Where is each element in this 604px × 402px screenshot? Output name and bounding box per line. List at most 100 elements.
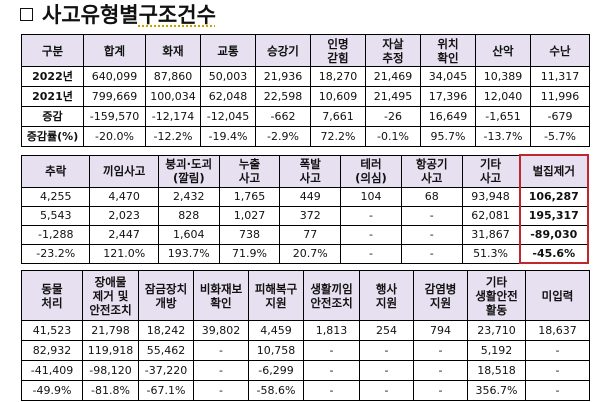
table-row: 5,543 2,023 828 1,027 372- -62,081 195,317 [20, 205, 589, 226]
column-header: 붕괴·도괴 (깔림) [157, 154, 220, 188]
table-row: 82,932 119,918 55,462-10,758- - -5,192- [21, 340, 590, 361]
table-cell: 10,758 [248, 340, 304, 361]
table-cell-highlighted: 106,287 [518, 186, 589, 207]
table-cell: - [525, 380, 590, 401]
table-cell: 20.7% [279, 243, 342, 264]
column-header: 승강기 [255, 34, 311, 67]
table-cell: -1,651 [475, 106, 531, 127]
row-label: 증감률(%) [21, 126, 84, 147]
table-cell: 254 [359, 320, 414, 341]
table-cell: -41,409 [21, 360, 83, 381]
table-cell: 799,669 [83, 86, 146, 107]
table-cell: - [193, 380, 249, 401]
table-row: 2022년 640,099 87,860 50,003 21,936 18,270 21,4… [21, 66, 590, 87]
table-cell: 356.7% [467, 380, 526, 401]
table-cell: 100,034 [145, 86, 201, 107]
table-cell: 10,389 [475, 66, 531, 87]
table-row: 4,255 4,470 2,432 1,765 449 104 68 93,948 106,28… [20, 186, 589, 207]
table-cell: 51.3% [461, 243, 521, 264]
table-cell: 5,192 [467, 340, 526, 361]
column-header-highlighted: 벌집제거 [518, 154, 589, 188]
table-cell: - [413, 340, 468, 361]
rescue-table-1: 구분 합계 화재 교통 승강기 인명 갇힘 자살 추정 위치 확인 산악 수난 2022년 640,099… [21, 34, 590, 147]
table-cell: 794 [413, 320, 468, 341]
table-cell: -12,045 [200, 106, 256, 127]
table-cell: - [193, 360, 249, 381]
table-cell: 82,932 [21, 340, 83, 361]
column-header: 구분 [21, 34, 84, 67]
table-row: -1,288 2,447 1,604 738 77- -31,867 -89,030 [20, 224, 589, 245]
table-cell: 55,462 [138, 340, 194, 361]
table-cell: - [525, 360, 590, 381]
table-row: 41,523 21,798 18,242 39,802 4,459 1,813 254 794… [21, 320, 590, 341]
table-cell: 62,081 [461, 205, 521, 226]
table-cell: 95.7% [420, 126, 476, 147]
table-cell: 21,798 [82, 320, 139, 341]
table-cell: 21,495 [365, 86, 421, 107]
header-row: 동물 처리 장애물 제거 및 안전조치 잠금장치 개방 비화재보 확인 피해복구 지원 생활끼임 안전조… [21, 270, 590, 321]
table-cell: -20.0% [83, 126, 146, 147]
table-cell: 7,661 [310, 106, 366, 127]
table-cell-highlighted: 195,317 [518, 205, 589, 226]
column-header: 수난 [530, 34, 590, 67]
table-cell: 738 [218, 224, 281, 245]
table-row: 증감률(%) -20.0% -12.2% -19.4% -2.9% 72.2% -0.1% 9… [21, 126, 590, 147]
table-cell: - [359, 340, 414, 361]
table-cell: -19.4% [200, 126, 256, 147]
table-cell: -1,288 [20, 224, 91, 245]
table-cell: 372 [279, 205, 342, 226]
table-cell: 34,045 [420, 66, 476, 87]
table-cell: - [359, 360, 414, 381]
table-cell: -2.9% [255, 126, 311, 147]
table-cell: 1,604 [157, 224, 220, 245]
title-text-underlined: 구조건수 [138, 3, 216, 27]
table-cell: 828 [157, 205, 220, 226]
table-cell: 72.2% [310, 126, 366, 147]
column-header: 동물 처리 [21, 270, 83, 321]
table-row: 증감 -159,570 -12,174 -12,045 -662 7,661 -26 16,6… [21, 106, 590, 127]
rescue-table-3: 동물 처리 장애물 제거 및 안전조치 잠금장치 개방 비화재보 확인 피해복구 지원 생활끼임 안전조… [21, 270, 590, 401]
table-cell: - [340, 243, 402, 264]
table-cell: 10,609 [310, 86, 366, 107]
table-cell: 77 [279, 224, 342, 245]
column-header: 기타 사고 [461, 154, 521, 188]
table-row: 2021년 799,669 100,034 62,048 22,598 10,609 21,… [21, 86, 590, 107]
table-cell: 640,099 [83, 66, 146, 87]
table-cell: - [193, 340, 249, 361]
column-header: 교통 [200, 34, 256, 67]
table-cell: -13.7% [475, 126, 531, 147]
table-cell: -23.2% [20, 243, 91, 264]
table-cell: 21,469 [365, 66, 421, 87]
table-cell: 121.0% [89, 243, 159, 264]
column-header: 끼임사고 [89, 154, 159, 188]
table-cell: - [303, 380, 360, 401]
column-header: 비화재보 확인 [193, 270, 249, 321]
title-text: 사고유형별 [42, 3, 139, 27]
table-cell: 31,867 [461, 224, 521, 245]
table-cell: 4,459 [248, 320, 304, 341]
table-cell: 1,027 [218, 205, 281, 226]
header-row: 추락 끼임사고 붕괴·도괴 (깔림) 누출 사고 폭발 사고 테러 (의심) 항공기 사고 기타 사고 벌집… [20, 154, 589, 188]
row-label: 증감 [21, 106, 84, 127]
table-cell: 2,023 [89, 205, 159, 226]
table-cell: - [525, 340, 590, 361]
table-cell: - [340, 205, 402, 226]
table-cell: - [340, 224, 402, 245]
table-cell: -662 [255, 106, 311, 127]
table-cell: 119,918 [82, 340, 139, 361]
column-header: 합계 [83, 34, 146, 67]
table-cell: 18,270 [310, 66, 366, 87]
table-cell: 5,543 [20, 205, 91, 226]
table-cell: - [359, 380, 414, 401]
checkbox-square-icon [20, 7, 33, 21]
table-cell: 68 [400, 186, 463, 207]
table-cell: -159,570 [83, 106, 146, 127]
column-header: 추락 [20, 154, 91, 188]
table-cell: 11,996 [530, 86, 590, 107]
table-cell: 18,518 [467, 360, 526, 381]
column-header: 화재 [145, 34, 201, 67]
column-header: 항공기 사고 [400, 154, 463, 188]
header-row: 구분 합계 화재 교통 승강기 인명 갇힘 자살 추정 위치 확인 산악 수난 [21, 34, 590, 67]
table-cell: 12,040 [475, 86, 531, 107]
table-cell: -6,299 [248, 360, 304, 381]
